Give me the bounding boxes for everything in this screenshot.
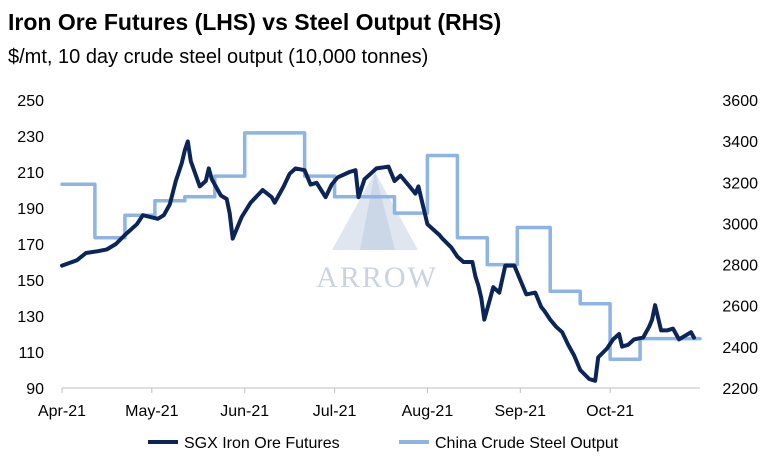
x-tick-label: Oct-21 (586, 403, 634, 420)
chart-subtitle: $/mt, 10 day crude steel output (10,000 … (8, 46, 428, 68)
watermark-text: ARROW (316, 261, 438, 294)
watermark-mountain-shade (360, 172, 395, 250)
chart-title: Iron Ore Futures (LHS) vs Steel Output (… (8, 9, 501, 35)
y-left-tick-label: 190 (17, 201, 44, 218)
x-tick-label: Apr-21 (38, 403, 86, 420)
y-right-tick-label: 3400 (722, 134, 758, 151)
y-right-tick-label: 3200 (722, 175, 758, 192)
x-tick-label: May-21 (125, 403, 178, 420)
y-right-tick-label: 2200 (722, 381, 758, 398)
y-left-tick-label: 130 (17, 309, 44, 326)
x-tick-label: Aug-21 (402, 403, 454, 420)
x-tick-label: Sep-21 (494, 403, 546, 420)
watermark: ARROW (316, 172, 438, 294)
x-tick-label: Jun-21 (220, 403, 269, 420)
legend-label-iron-ore: SGX Iron Ore Futures (184, 435, 340, 452)
series-line-iron-ore (60, 139, 696, 383)
y-left-tick-label: 90 (26, 381, 44, 398)
y-right-tick-label: 2800 (722, 258, 758, 275)
axes: Apr-21 May-21 Jun-21 Jul-21 Aug-21 Sep-21 Oct-… (17, 93, 758, 420)
y-left-tick-label: 170 (17, 237, 44, 254)
x-tick-label: Jul-21 (313, 403, 357, 420)
legend: SGX Iron Ore Futures China Crude Steel O… (148, 435, 619, 452)
y-right-tick-label: 2600 (722, 299, 758, 316)
y-left-tick-label: 110 (18, 345, 44, 362)
y-left-tick-label: 250 (17, 93, 44, 110)
series-line-steel-output (60, 131, 702, 361)
y-left-tick-label: 230 (17, 129, 44, 146)
y-right-tick-label: 3600 (722, 93, 758, 110)
y-right-tick-label: 2400 (722, 340, 758, 357)
series-group (60, 131, 702, 383)
legend-label-steel-output: China Crude Steel Output (435, 435, 619, 452)
y-left-tick-label: 210 (17, 165, 44, 182)
y-left-tick-label: 150 (17, 273, 44, 290)
y-right-tick-label: 3000 (722, 216, 758, 233)
